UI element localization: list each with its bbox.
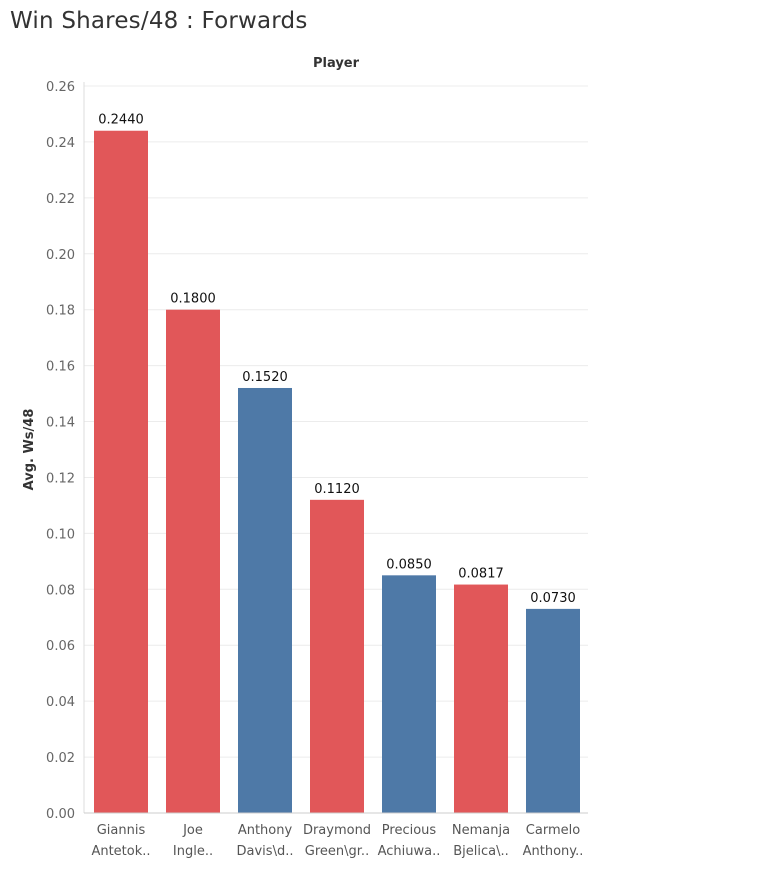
bar xyxy=(238,387,292,813)
y-tick-label: 0.24 xyxy=(46,136,75,151)
bars xyxy=(94,130,580,813)
x-tick-label: Joe xyxy=(182,823,203,838)
x-tick-label: Carmelo xyxy=(526,823,580,838)
data-label: 0.1520 xyxy=(242,370,288,385)
y-tick-label: 0.16 xyxy=(46,360,75,375)
chart-title: Win Shares/48 : Forwards xyxy=(10,8,308,34)
bar xyxy=(526,608,580,813)
data-label: 0.1800 xyxy=(170,292,216,307)
bar xyxy=(454,584,508,813)
data-label: 0.1120 xyxy=(314,482,360,497)
bar xyxy=(94,130,148,813)
x-tick-label: Bjelica\.. xyxy=(453,844,509,859)
y-tick-label: 0.18 xyxy=(46,304,75,319)
y-tick-label: 0.22 xyxy=(46,192,75,207)
x-tick-label: Precious xyxy=(382,823,437,838)
bar xyxy=(310,499,364,813)
x-tick-label: Davis\d.. xyxy=(237,844,294,859)
y-tick-label: 0.26 xyxy=(46,80,75,95)
x-tick-label: Giannis xyxy=(97,823,146,838)
bar xyxy=(166,309,220,813)
data-label: 0.0850 xyxy=(386,557,432,572)
column-header: Player xyxy=(313,56,360,71)
data-label: 0.0730 xyxy=(530,591,576,606)
y-tick-label: 0.00 xyxy=(46,807,75,822)
y-tick-label: 0.14 xyxy=(46,416,75,431)
x-tick-label: Achiuwa.. xyxy=(378,844,441,859)
data-labels: 0.2440 0.1800 0.1520 0.1120 0.0850 0.0817 0.07… xyxy=(98,113,576,606)
x-tick-label: Anthony xyxy=(238,823,293,838)
x-tick-label: Anthony.. xyxy=(523,844,584,859)
y-tick-label: 0.20 xyxy=(46,248,75,263)
y-tick-label: 0.06 xyxy=(46,639,75,654)
x-tick-label: Antetok.. xyxy=(91,844,150,859)
data-label: 0.2440 xyxy=(98,113,144,128)
y-axis-label: Avg. Ws/48 xyxy=(22,409,37,491)
y-tick-label: 0.08 xyxy=(46,583,75,598)
x-axis-labels: Giannis Antetok.. Joe Ingle.. Anthony Davis\d… xyxy=(91,823,583,859)
bar xyxy=(382,575,436,813)
x-tick-label: Draymond xyxy=(303,823,371,838)
y-tick-label: 0.04 xyxy=(46,695,75,710)
y-tick-label: 0.10 xyxy=(46,527,75,542)
y-tick-label: 0.12 xyxy=(46,471,75,486)
y-tick-label: 0.02 xyxy=(46,751,75,766)
x-tick-label: Ingle.. xyxy=(173,844,213,859)
x-tick-label: Nemanja xyxy=(452,823,510,838)
y-axis-ticks: 0.00 0.02 0.04 0.06 0.08 0.10 0.12 0.14 0.16 0.18… xyxy=(46,80,75,822)
data-label: 0.0817 xyxy=(458,567,504,582)
x-tick-label: Green\gr.. xyxy=(305,844,369,859)
